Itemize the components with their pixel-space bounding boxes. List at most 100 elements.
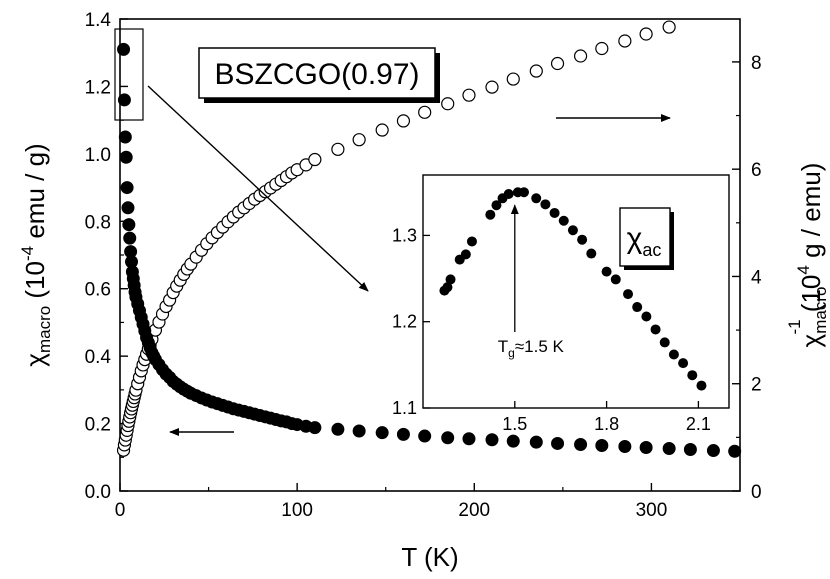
right-y-tick-label: 6 <box>751 160 762 181</box>
chi-ac-subscript: ac <box>642 240 661 260</box>
inset-point <box>610 274 621 285</box>
inset-point <box>659 337 670 348</box>
inset-point <box>503 188 514 199</box>
filled-circle-point <box>117 93 131 107</box>
left-y-symbol: χ <box>20 353 50 367</box>
open-circle-point <box>639 27 653 41</box>
left-y-tick-label: 1.0 <box>85 145 111 166</box>
filled-circle-point <box>574 437 588 451</box>
inset-point <box>601 266 612 277</box>
right-y-exponent: 4 <box>794 265 813 274</box>
filled-circle-point <box>396 427 410 441</box>
open-circle-point <box>485 80 499 94</box>
tg-annotation: Tg≈1.5 K <box>498 337 565 360</box>
inset-point <box>540 199 551 210</box>
chi-ac-label: χac <box>627 222 662 260</box>
inset-x-tick-label: 2.1 <box>686 414 711 434</box>
open-circle-point <box>529 64 543 78</box>
left-y-tick-label: 0.0 <box>85 482 111 503</box>
low-temperature-highlight-box <box>114 28 144 121</box>
left-y-axis: 0.0 0.2 0.4 0.6 0.8 1.0 1.2 1.4 <box>85 10 128 503</box>
inset-point <box>623 289 634 300</box>
series-filled-circles <box>117 42 742 458</box>
right-y-subscript: macro <box>811 287 830 334</box>
filled-circle-point <box>375 426 389 440</box>
x-tick-label: 0 <box>115 500 126 521</box>
inset-series <box>439 187 707 391</box>
filled-circle-point <box>121 201 135 215</box>
filled-circle-point <box>618 439 632 453</box>
filled-circle-point <box>123 231 137 245</box>
filled-circle-point <box>506 434 520 448</box>
inset-point <box>567 225 578 236</box>
sample-label-box <box>198 47 436 99</box>
filled-circle-point <box>418 429 432 443</box>
inset-point <box>632 302 643 313</box>
left-y-axis-label: χmacro (10-4 emu / g) <box>18 143 54 366</box>
open-circle-point <box>331 142 345 156</box>
filled-circle-point <box>529 435 543 449</box>
right-y-tick-label: 4 <box>751 267 762 288</box>
filled-circle-point <box>485 433 499 447</box>
open-circle-point <box>462 88 476 102</box>
inset-point <box>641 311 652 322</box>
filled-circle-point <box>117 42 131 56</box>
inset: 1.5 1.8 2.1 1.1 1.2 1.3 Tg≈1.5 K χac <box>392 174 730 434</box>
right-y-superscript: -1 <box>785 319 804 334</box>
filled-circle-point <box>706 444 720 458</box>
filled-circle-point <box>308 421 322 435</box>
filled-circle-point <box>352 424 366 438</box>
right-y-unit-close: g / emu) <box>796 163 826 266</box>
inset-point <box>491 200 502 211</box>
open-circle-point <box>550 56 565 71</box>
open-circle-point <box>441 97 455 111</box>
left-y-subscript: macro <box>35 306 54 353</box>
open-circle-point <box>573 49 588 63</box>
inset-y-axis: 1.1 1.2 1.3 <box>392 225 430 418</box>
left-y-tick-label: 0.2 <box>85 415 111 436</box>
inset-y-tick-label: 1.2 <box>392 312 417 332</box>
right-y-symbol: χ <box>796 333 826 347</box>
inset-point <box>678 358 689 369</box>
x-axis: 0 100 200 300 <box>115 483 668 521</box>
inset-pointer-arrow <box>147 85 369 292</box>
inset-point <box>531 193 542 204</box>
left-y-exponent: -4 <box>18 246 37 261</box>
inset-frame <box>422 174 730 409</box>
inset-x-axis: 1.5 1.8 2.1 <box>502 401 711 434</box>
x-tick-label: 300 <box>636 500 668 521</box>
inset-point <box>586 248 597 259</box>
left-y-tick-label: 0.4 <box>85 347 112 368</box>
left-y-tick-label: 0.6 <box>85 280 111 301</box>
filled-circle-point <box>462 432 476 446</box>
inset-y-tick-label: 1.1 <box>392 398 417 418</box>
open-circle-point <box>308 152 322 167</box>
open-circle-point <box>662 20 676 34</box>
left-y-unit-close: emu / g) <box>20 143 50 246</box>
right-y-tick-label: 8 <box>751 53 762 74</box>
right-y-axis-label: χmacro -1 (104 g / emu) <box>785 163 830 348</box>
filled-circle-point <box>120 181 134 195</box>
inset-x-tick-label: 1.8 <box>594 414 619 434</box>
x-tick-label: 100 <box>281 500 313 521</box>
right-y-unit-open: (10 <box>796 275 826 320</box>
open-circle-point <box>506 72 520 86</box>
inset-point <box>445 274 456 285</box>
inset-point <box>687 370 698 381</box>
open-circle-point <box>618 34 632 48</box>
left-y-tick-label: 0.8 <box>85 212 111 233</box>
inset-point <box>518 187 529 198</box>
open-circle-point <box>375 123 389 137</box>
filled-circle-point <box>331 422 345 436</box>
inset-point <box>485 209 496 220</box>
left-y-tick-label: 1.2 <box>85 77 111 98</box>
chi-ac-symbol: χ <box>627 222 643 255</box>
inset-point <box>696 380 707 391</box>
left-y-unit-open: (10 <box>20 261 50 306</box>
right-y-axis: 0 2 4 6 8 <box>732 53 762 503</box>
filled-circle-point <box>662 442 676 456</box>
inset-point <box>558 215 569 226</box>
inset-point <box>650 324 661 335</box>
sample-label: BSZCGO(0.97) <box>214 58 419 91</box>
x-axis-label: T (K) <box>401 542 458 572</box>
